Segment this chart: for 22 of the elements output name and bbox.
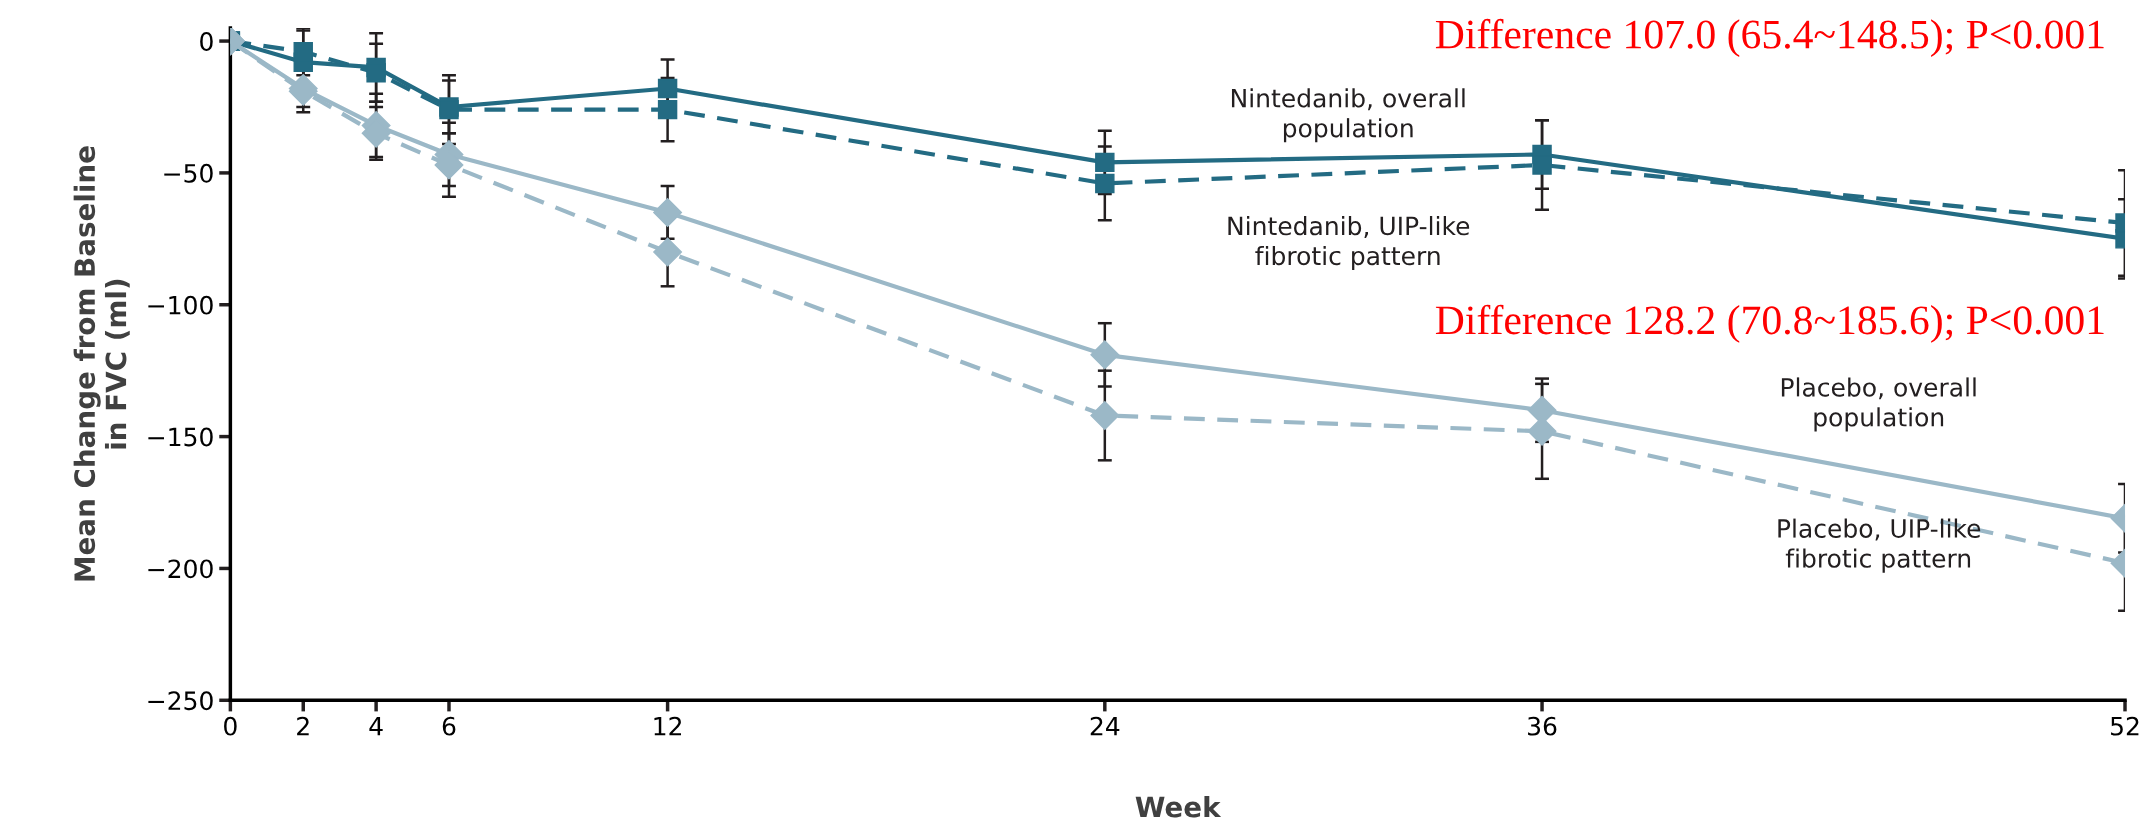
y-tick-label: 0 bbox=[200, 32, 213, 51]
y-tick-label: −100 bbox=[148, 295, 213, 315]
x-tick-label: 2 bbox=[297, 716, 309, 736]
y-tick-label: −50 bbox=[164, 163, 213, 183]
y-tick-label: −250 bbox=[148, 691, 213, 711]
annotation: Difference 128.2 (70.8~185.6); P<0.001 bbox=[1435, 304, 2104, 343]
series-label: Nintedanib, overall population bbox=[1231, 88, 1465, 143]
series-label: Placebo, UIP-like fibrotic pattern bbox=[1778, 518, 1981, 573]
series-label: Nintedanib, UIP-like fibrotic pattern bbox=[1228, 216, 1470, 271]
x-tick-label: 4 bbox=[369, 717, 383, 736]
x-tick-label: 0 bbox=[224, 716, 237, 736]
x-tick-label: 52 bbox=[2111, 716, 2139, 736]
y-tick-label: −150 bbox=[148, 427, 213, 447]
series-label: Placebo, overall population bbox=[1781, 377, 1976, 432]
x-tick-label: 12 bbox=[654, 716, 681, 736]
annotation: Difference 107.0 (65.4~148.5); P<0.001 bbox=[1435, 18, 2104, 58]
x-tick-label: 6 bbox=[442, 716, 456, 736]
y-axis-title: Mean Change from Baseline in FVC (ml) bbox=[73, 146, 130, 581]
x-axis-title: Week bbox=[1135, 796, 1222, 818]
x-tick-label: 36 bbox=[1528, 716, 1557, 736]
x-tick-label: 24 bbox=[1090, 716, 1120, 736]
y-tick-label: −200 bbox=[148, 559, 213, 579]
